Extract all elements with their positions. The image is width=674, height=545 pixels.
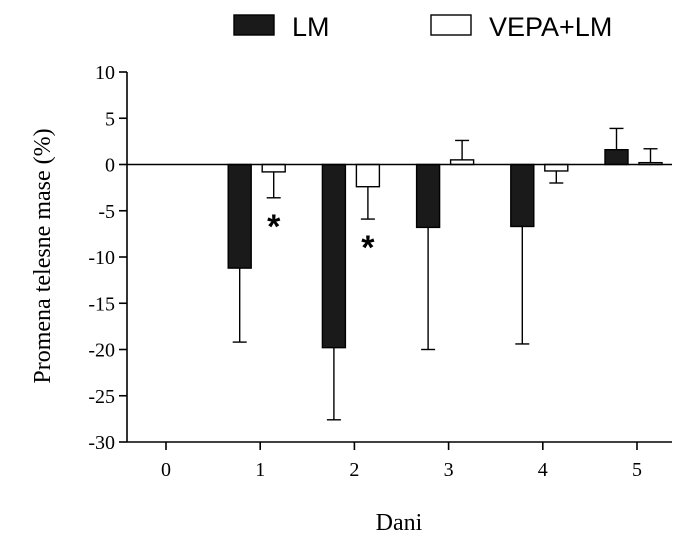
y-tick-label: 0 xyxy=(105,155,115,177)
legend-label: VEPA+LM xyxy=(489,12,612,42)
y-tick-label: -10 xyxy=(88,247,115,269)
y-tick-label: -30 xyxy=(88,432,115,454)
bar xyxy=(415,163,441,229)
y-tick-label: -20 xyxy=(88,340,115,362)
x-tick-label: 4 xyxy=(538,459,548,481)
bar xyxy=(227,163,252,269)
bar xyxy=(321,163,347,349)
x-tick-label: 1 xyxy=(255,459,265,481)
significance-marker: * xyxy=(267,208,281,246)
legend-swatch xyxy=(233,14,275,36)
y-tick-label: 5 xyxy=(105,108,115,130)
bar xyxy=(261,163,286,173)
annotations: ** xyxy=(267,208,375,267)
legend-swatch xyxy=(430,14,472,36)
x-tick-label: 0 xyxy=(161,459,171,481)
y-axis-title: Promena telesne mase (%) xyxy=(30,128,56,383)
axes: 10 5 0 -5 -10 -15 -20 -25 -30 0 1 2 3 4 5 xyxy=(88,62,672,481)
x-axis-title: Dani xyxy=(376,510,423,536)
x-tick-label: 3 xyxy=(444,459,454,481)
bar xyxy=(355,163,381,188)
bar xyxy=(604,148,629,166)
y-tick-label: -15 xyxy=(88,293,115,315)
significance-marker: * xyxy=(361,229,375,267)
y-tick-label: -5 xyxy=(98,201,115,223)
bar xyxy=(544,163,569,172)
bar xyxy=(510,163,535,228)
bars xyxy=(227,127,663,421)
legend: LM VEPA+LM xyxy=(233,12,612,42)
x-tick-label: 2 xyxy=(349,459,359,481)
legend-label: LM xyxy=(292,12,330,42)
y-tick-label: 10 xyxy=(95,62,115,84)
y-tick-label: -25 xyxy=(88,386,115,408)
x-tick-label: 5 xyxy=(632,459,642,481)
